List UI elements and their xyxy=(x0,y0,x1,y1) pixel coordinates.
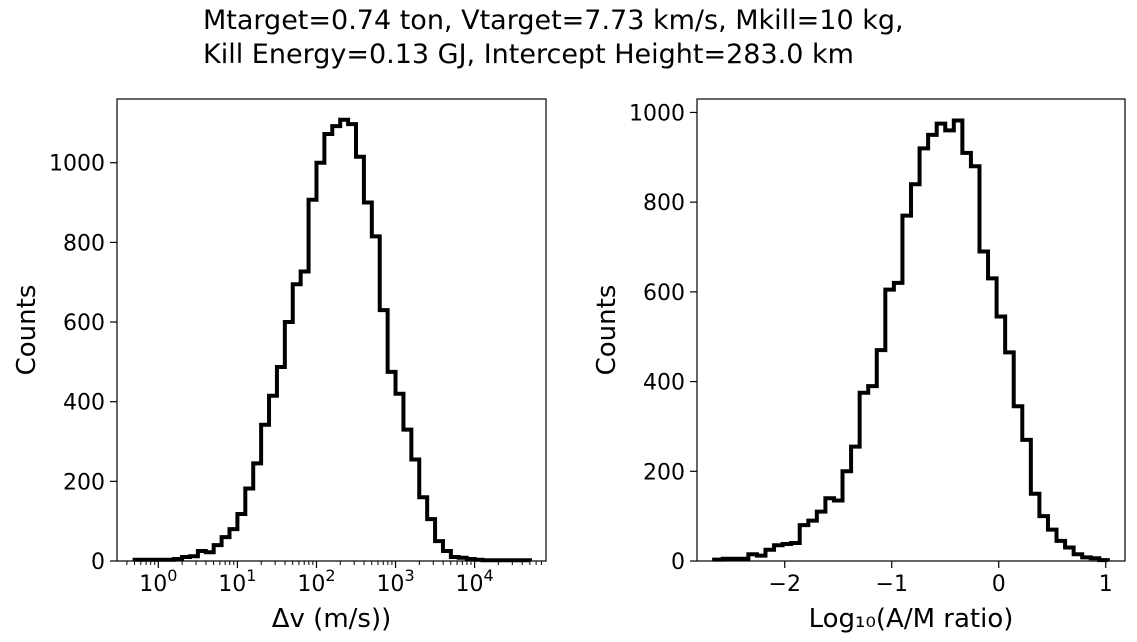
figure-title: Mtarget=0.74 ton, Vtarget=7.73 km/s, Mki… xyxy=(203,4,904,72)
y-tick-label: 1000 xyxy=(49,152,105,177)
x-tick-label: 1 xyxy=(1099,572,1113,597)
x-tick-label: 102 xyxy=(297,566,335,597)
area-mass-ratio-histogram: 0 200 400 600 800 1000 −2 −1 0 1 Log₁₀(A/M ratio) C… xyxy=(592,98,1126,634)
y-tick-label: 800 xyxy=(643,191,685,216)
y-axis-label: Counts xyxy=(12,285,42,376)
x-tick-label: −1 xyxy=(876,572,908,597)
x-tick-label: −2 xyxy=(769,572,801,597)
y-tick-label: 0 xyxy=(671,550,685,575)
y-tick-label: 800 xyxy=(63,231,105,256)
x-tick-label: 104 xyxy=(456,566,494,597)
y-tick-label: 400 xyxy=(63,391,105,416)
x-tick-label: 100 xyxy=(139,566,177,597)
delta-v-histogram: 0 200 400 600 800 1000 100 101 102 103 104 Δv (m/s)… xyxy=(12,98,547,634)
y-tick-label: 200 xyxy=(63,470,105,495)
y-tick-label: 400 xyxy=(643,371,685,396)
plot-frame xyxy=(696,98,1126,562)
x-tick-label: 0 xyxy=(992,572,1006,597)
y-tick-label: 1000 xyxy=(629,101,685,126)
plot-frame xyxy=(116,98,547,562)
figure-title-line-1: Mtarget=0.74 ton, Vtarget=7.73 km/s, Mki… xyxy=(203,5,904,36)
histogram-step-line xyxy=(712,118,1110,563)
x-tick-label: 101 xyxy=(218,566,256,597)
y-tick-label: 0 xyxy=(91,550,105,575)
x-tick-label: 103 xyxy=(376,566,414,597)
y-axis-label: Counts xyxy=(592,285,622,376)
x-axis-label: Δv (m/s)) xyxy=(272,604,392,634)
figure-title-line-2: Kill Energy=0.13 GJ, Intercept Height=28… xyxy=(203,39,854,70)
y-tick-label: 600 xyxy=(643,281,685,306)
y-tick-label: 200 xyxy=(643,460,685,485)
y-tick-label: 600 xyxy=(63,311,105,336)
histogram-step-line xyxy=(132,117,532,563)
x-axis-label: Log₁₀(A/M ratio) xyxy=(809,604,1014,634)
